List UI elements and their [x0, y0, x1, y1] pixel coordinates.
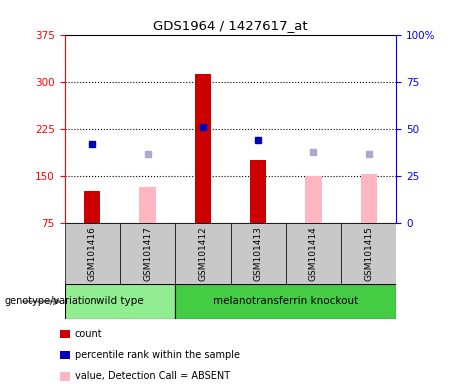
Text: wild type: wild type — [96, 296, 144, 306]
FancyBboxPatch shape — [120, 223, 175, 284]
Text: GSM101416: GSM101416 — [88, 226, 97, 281]
FancyBboxPatch shape — [286, 223, 341, 284]
FancyBboxPatch shape — [175, 284, 396, 319]
FancyBboxPatch shape — [175, 223, 230, 284]
Text: GSM101415: GSM101415 — [364, 226, 373, 281]
FancyBboxPatch shape — [65, 223, 120, 284]
Title: GDS1964 / 1427617_at: GDS1964 / 1427617_at — [153, 19, 308, 32]
Bar — [84, 191, 100, 223]
FancyBboxPatch shape — [65, 284, 175, 319]
Text: GSM101414: GSM101414 — [309, 226, 318, 281]
Bar — [361, 174, 377, 223]
Bar — [195, 74, 211, 223]
Text: value, Detection Call = ABSENT: value, Detection Call = ABSENT — [75, 371, 230, 381]
Text: GSM101417: GSM101417 — [143, 226, 152, 281]
Text: percentile rank within the sample: percentile rank within the sample — [75, 350, 240, 360]
Bar — [305, 176, 322, 223]
Text: count: count — [75, 329, 102, 339]
Text: melanotransferrin knockout: melanotransferrin knockout — [213, 296, 359, 306]
FancyBboxPatch shape — [230, 223, 286, 284]
Text: GSM101412: GSM101412 — [198, 226, 207, 281]
Text: genotype/variation: genotype/variation — [5, 296, 97, 306]
Text: GSM101413: GSM101413 — [254, 226, 263, 281]
FancyBboxPatch shape — [341, 223, 396, 284]
Bar — [139, 187, 156, 223]
Bar — [250, 160, 266, 223]
